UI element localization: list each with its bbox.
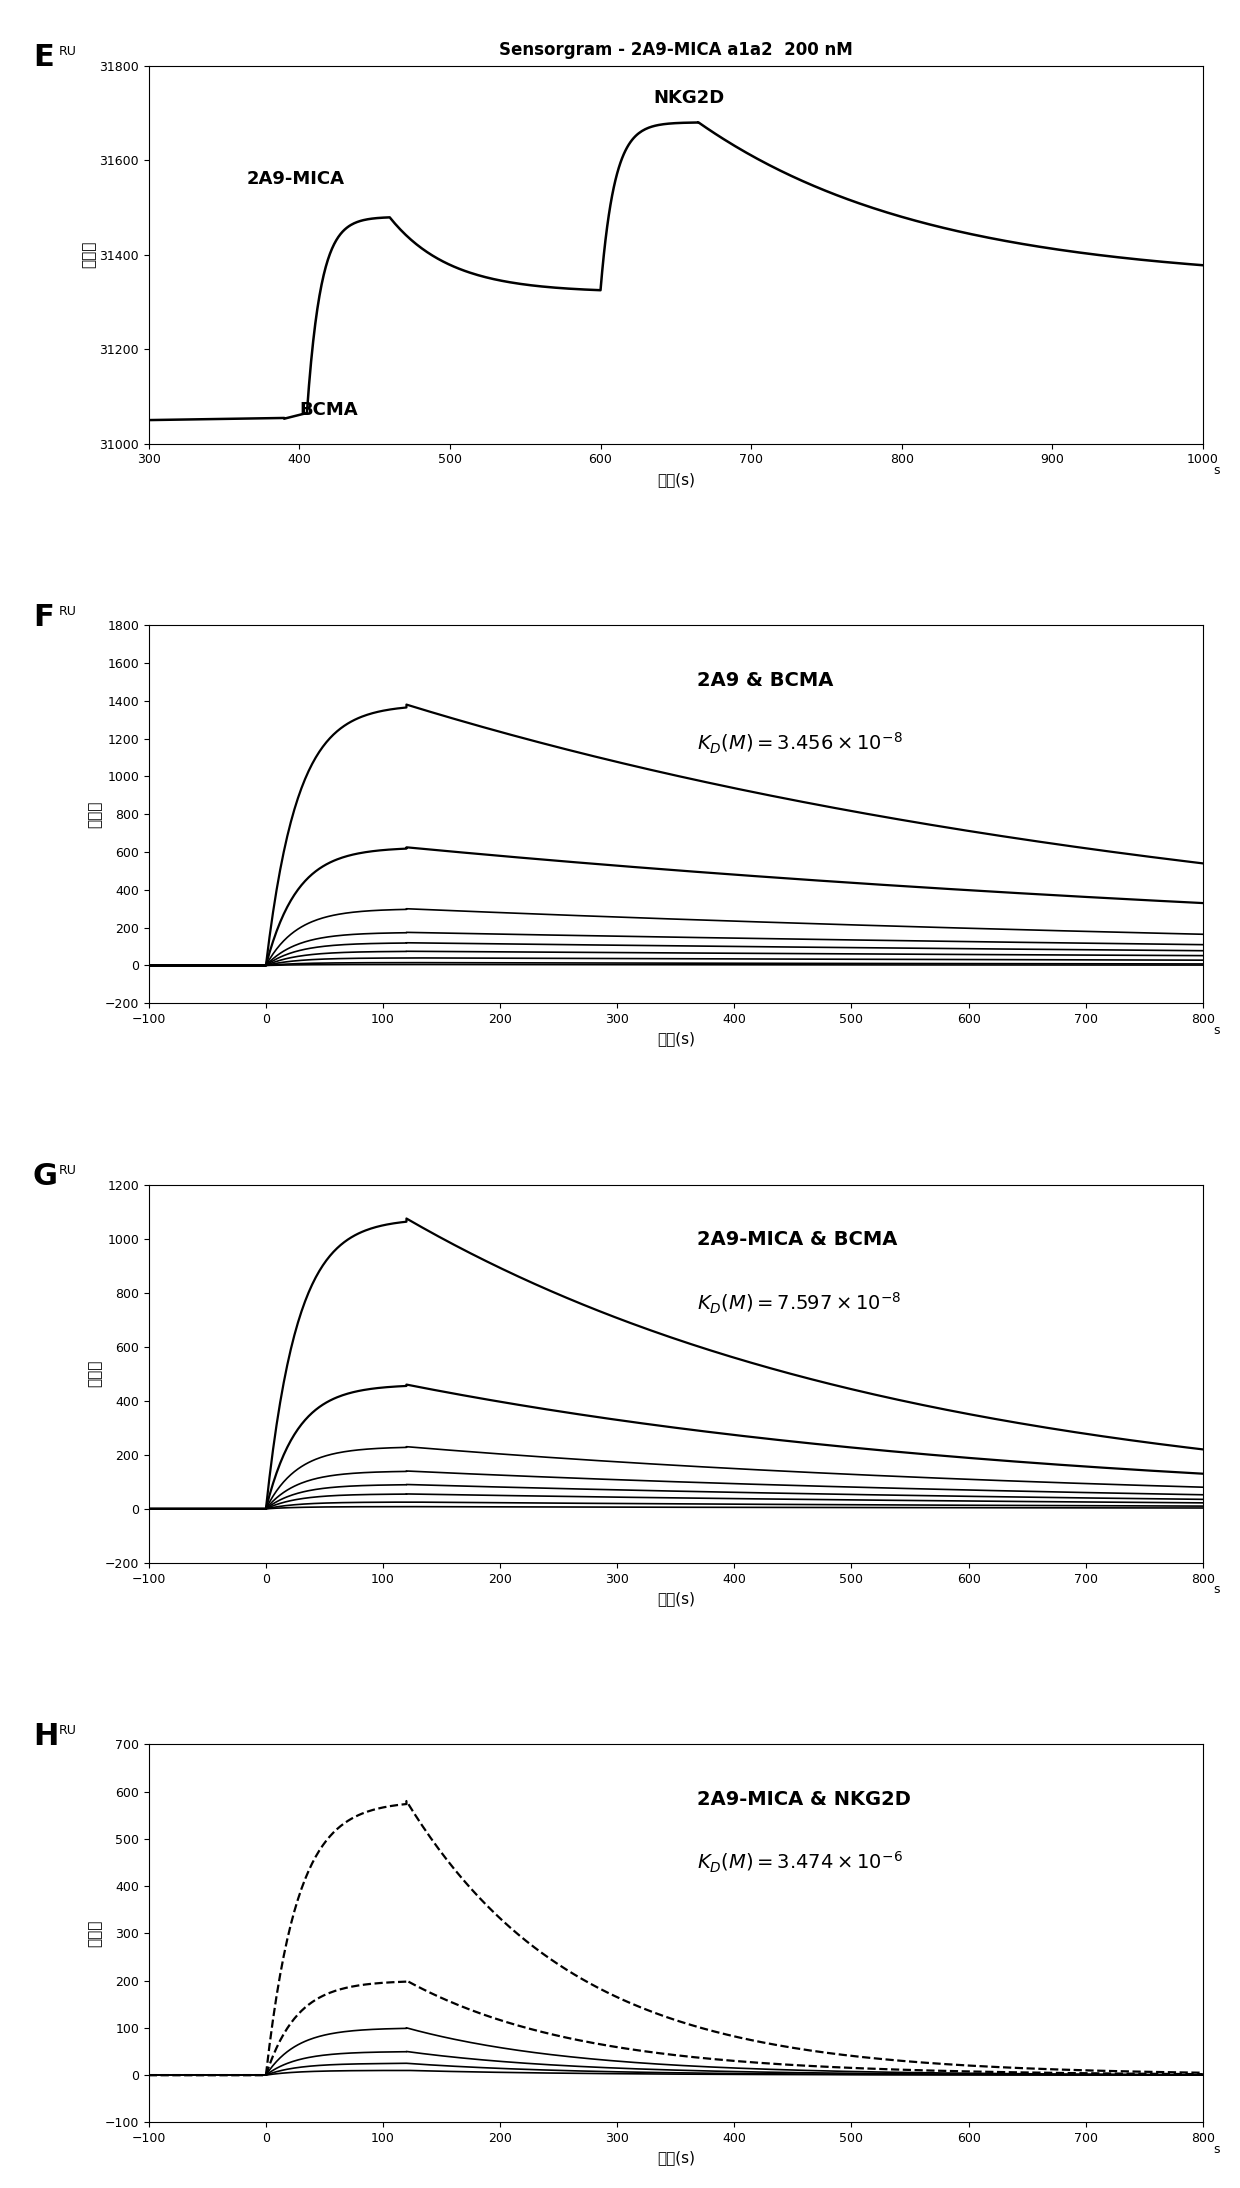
Title: Sensorgram - 2A9-MICA a1a2  200 nM: Sensorgram - 2A9-MICA a1a2 200 nM [498, 42, 853, 59]
Text: s: s [1213, 2142, 1220, 2155]
Text: RU: RU [60, 46, 77, 59]
Text: 2A9-MICA & NKG2D: 2A9-MICA & NKG2D [697, 1790, 910, 1809]
Text: BCMA: BCMA [299, 400, 358, 420]
Text: s: s [1213, 464, 1220, 477]
X-axis label: 时间(s): 时间(s) [657, 1031, 694, 1046]
X-axis label: 时间(s): 时间(s) [657, 2151, 694, 2166]
Y-axis label: 响应値: 响应値 [87, 1919, 102, 1947]
Text: H: H [32, 1722, 58, 1750]
Text: G: G [32, 1162, 58, 1190]
X-axis label: 时间(s): 时间(s) [657, 1591, 694, 1606]
Text: $K_D(M)=3.474\times10^{-6}$: $K_D(M)=3.474\times10^{-6}$ [697, 1851, 903, 1875]
Text: RU: RU [60, 604, 77, 617]
X-axis label: 时间(s): 时间(s) [657, 473, 694, 488]
Text: $K_D(M)=3.456\times10^{-8}$: $K_D(M)=3.456\times10^{-8}$ [697, 731, 903, 757]
Text: RU: RU [60, 1164, 77, 1177]
Text: $K_D(M)=7.597\times10^{-8}$: $K_D(M)=7.597\times10^{-8}$ [697, 1291, 901, 1315]
Y-axis label: 响应値: 响应値 [82, 241, 97, 269]
Text: RU: RU [60, 1724, 77, 1737]
Text: E: E [32, 44, 53, 72]
Text: F: F [32, 602, 53, 632]
Text: s: s [1213, 1584, 1220, 1595]
Text: 2A9-MICA & BCMA: 2A9-MICA & BCMA [697, 1230, 898, 1249]
Text: 2A9-MICA: 2A9-MICA [247, 171, 345, 188]
Y-axis label: 响应値: 响应値 [87, 801, 102, 827]
Text: s: s [1213, 1024, 1220, 1037]
Y-axis label: 响应値: 响应値 [87, 1361, 102, 1387]
Text: 2A9 & BCMA: 2A9 & BCMA [697, 670, 833, 689]
Text: NKG2D: NKG2D [653, 90, 724, 107]
